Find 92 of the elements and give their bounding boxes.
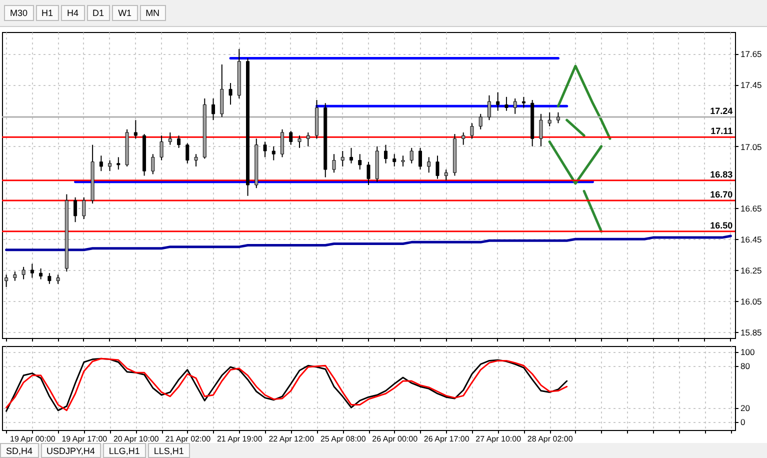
y-tick-label: 16.25 [740, 266, 762, 276]
candlestick [513, 98, 517, 114]
candlestick [151, 154, 155, 175]
text: SD,H4 [0, 443, 39, 458]
text: LLG,H1 [102, 443, 146, 458]
y-tick-label: 16.05 [740, 296, 762, 306]
x-tick-label: 21 Apr 19:00 [216, 434, 263, 444]
candlestick [539, 113, 543, 147]
y-tick-label: 17.05 [740, 142, 762, 152]
candlestick [99, 155, 103, 172]
x-tick-label: 22 Apr 12:00 [268, 434, 315, 444]
candlestick [212, 98, 216, 121]
candlestick [177, 135, 181, 148]
text: H1 [36, 5, 60, 21]
candlestick [522, 96, 526, 108]
y-tick-label: 20 [740, 403, 750, 414]
candlestick [30, 263, 34, 278]
y-tick-label: 16.45 [740, 234, 762, 245]
y-tick-label: 17.45 [740, 80, 762, 90]
ref-line-label: 16.50 [710, 220, 733, 230]
candlestick [418, 147, 422, 170]
x-tick-label: 28 Apr 02:00 [527, 434, 574, 444]
x-tick-label: 20 Apr 10:00 [113, 434, 160, 444]
ref-line-label: 16.83 [710, 169, 733, 180]
candlestick [350, 147, 354, 164]
candlestick [478, 113, 482, 130]
candlestick [462, 132, 466, 146]
candlestick [496, 92, 500, 112]
candlestick [263, 141, 267, 158]
text: MN [140, 5, 166, 21]
candlestick [306, 132, 310, 147]
x-tick-label: 25 Apr 08:00 [320, 434, 366, 444]
y-tick-label: 100 [740, 347, 755, 358]
ref-line-label: 17.24 [710, 106, 733, 116]
candlestick [289, 130, 293, 146]
y-tick-label: 0 [740, 417, 746, 428]
candlestick [272, 146, 276, 161]
y-tick-label: 17.65 [740, 49, 762, 60]
candlestick [56, 274, 60, 284]
y-tick-label: 15.85 [740, 327, 762, 338]
text: LLS,H1 [148, 443, 190, 458]
candlestick [186, 142, 190, 164]
candlestick [22, 266, 26, 280]
candlestick [392, 154, 396, 167]
text: D1 [86, 5, 110, 21]
candlestick [427, 156, 431, 174]
candlestick [82, 196, 86, 220]
candlestick [39, 268, 43, 280]
candlestick [134, 120, 138, 140]
candlestick [116, 156, 120, 170]
candlestick [487, 94, 491, 121]
candlestick [366, 161, 370, 186]
candlestick [4, 274, 8, 288]
x-tick-label: 19 Apr 17:00 [62, 434, 108, 444]
text: M30 [4, 5, 34, 21]
x-tick-label: 27 Apr 10:00 [476, 434, 522, 444]
candlestick [548, 112, 552, 127]
candlestick [410, 147, 414, 164]
candlestick [358, 154, 362, 170]
ref-line-label: 16.70 [710, 189, 733, 200]
candlestick [444, 169, 448, 181]
candlestick [228, 82, 232, 106]
candlestick [48, 272, 52, 284]
y-tick-label: 80 [740, 361, 750, 372]
candlestick [194, 154, 198, 167]
candlestick [340, 150, 344, 167]
candlestick [504, 96, 508, 112]
x-tick-label: 21 Apr 02:00 [165, 434, 212, 444]
ref-line-label: 17.11 [710, 126, 733, 136]
line-series [5, 234, 732, 252]
candlestick [160, 135, 164, 161]
line-series [548, 140, 603, 185]
candlestick [108, 160, 112, 172]
text: H4 [61, 5, 85, 21]
candlestick [168, 132, 172, 146]
text: W1 [112, 5, 138, 21]
x-tick-label: 19 Apr 00:00 [10, 434, 56, 444]
candlestick [556, 112, 560, 124]
line-series [556, 64, 612, 140]
candlestick [332, 154, 336, 174]
candlestick [13, 271, 17, 282]
candlestick [298, 135, 302, 148]
text: USDJPY,H4 [40, 443, 101, 458]
candlestick [436, 155, 440, 180]
candlestick [74, 196, 78, 223]
candlestick [470, 122, 474, 140]
candlestick [384, 144, 388, 164]
x-tick-label: 26 Apr 00:00 [372, 434, 418, 444]
y-tick-label: 16.65 [740, 204, 762, 214]
candlestick [401, 155, 405, 167]
x-tick-label: 26 Apr 17:00 [424, 434, 470, 444]
candlestick [280, 128, 284, 158]
